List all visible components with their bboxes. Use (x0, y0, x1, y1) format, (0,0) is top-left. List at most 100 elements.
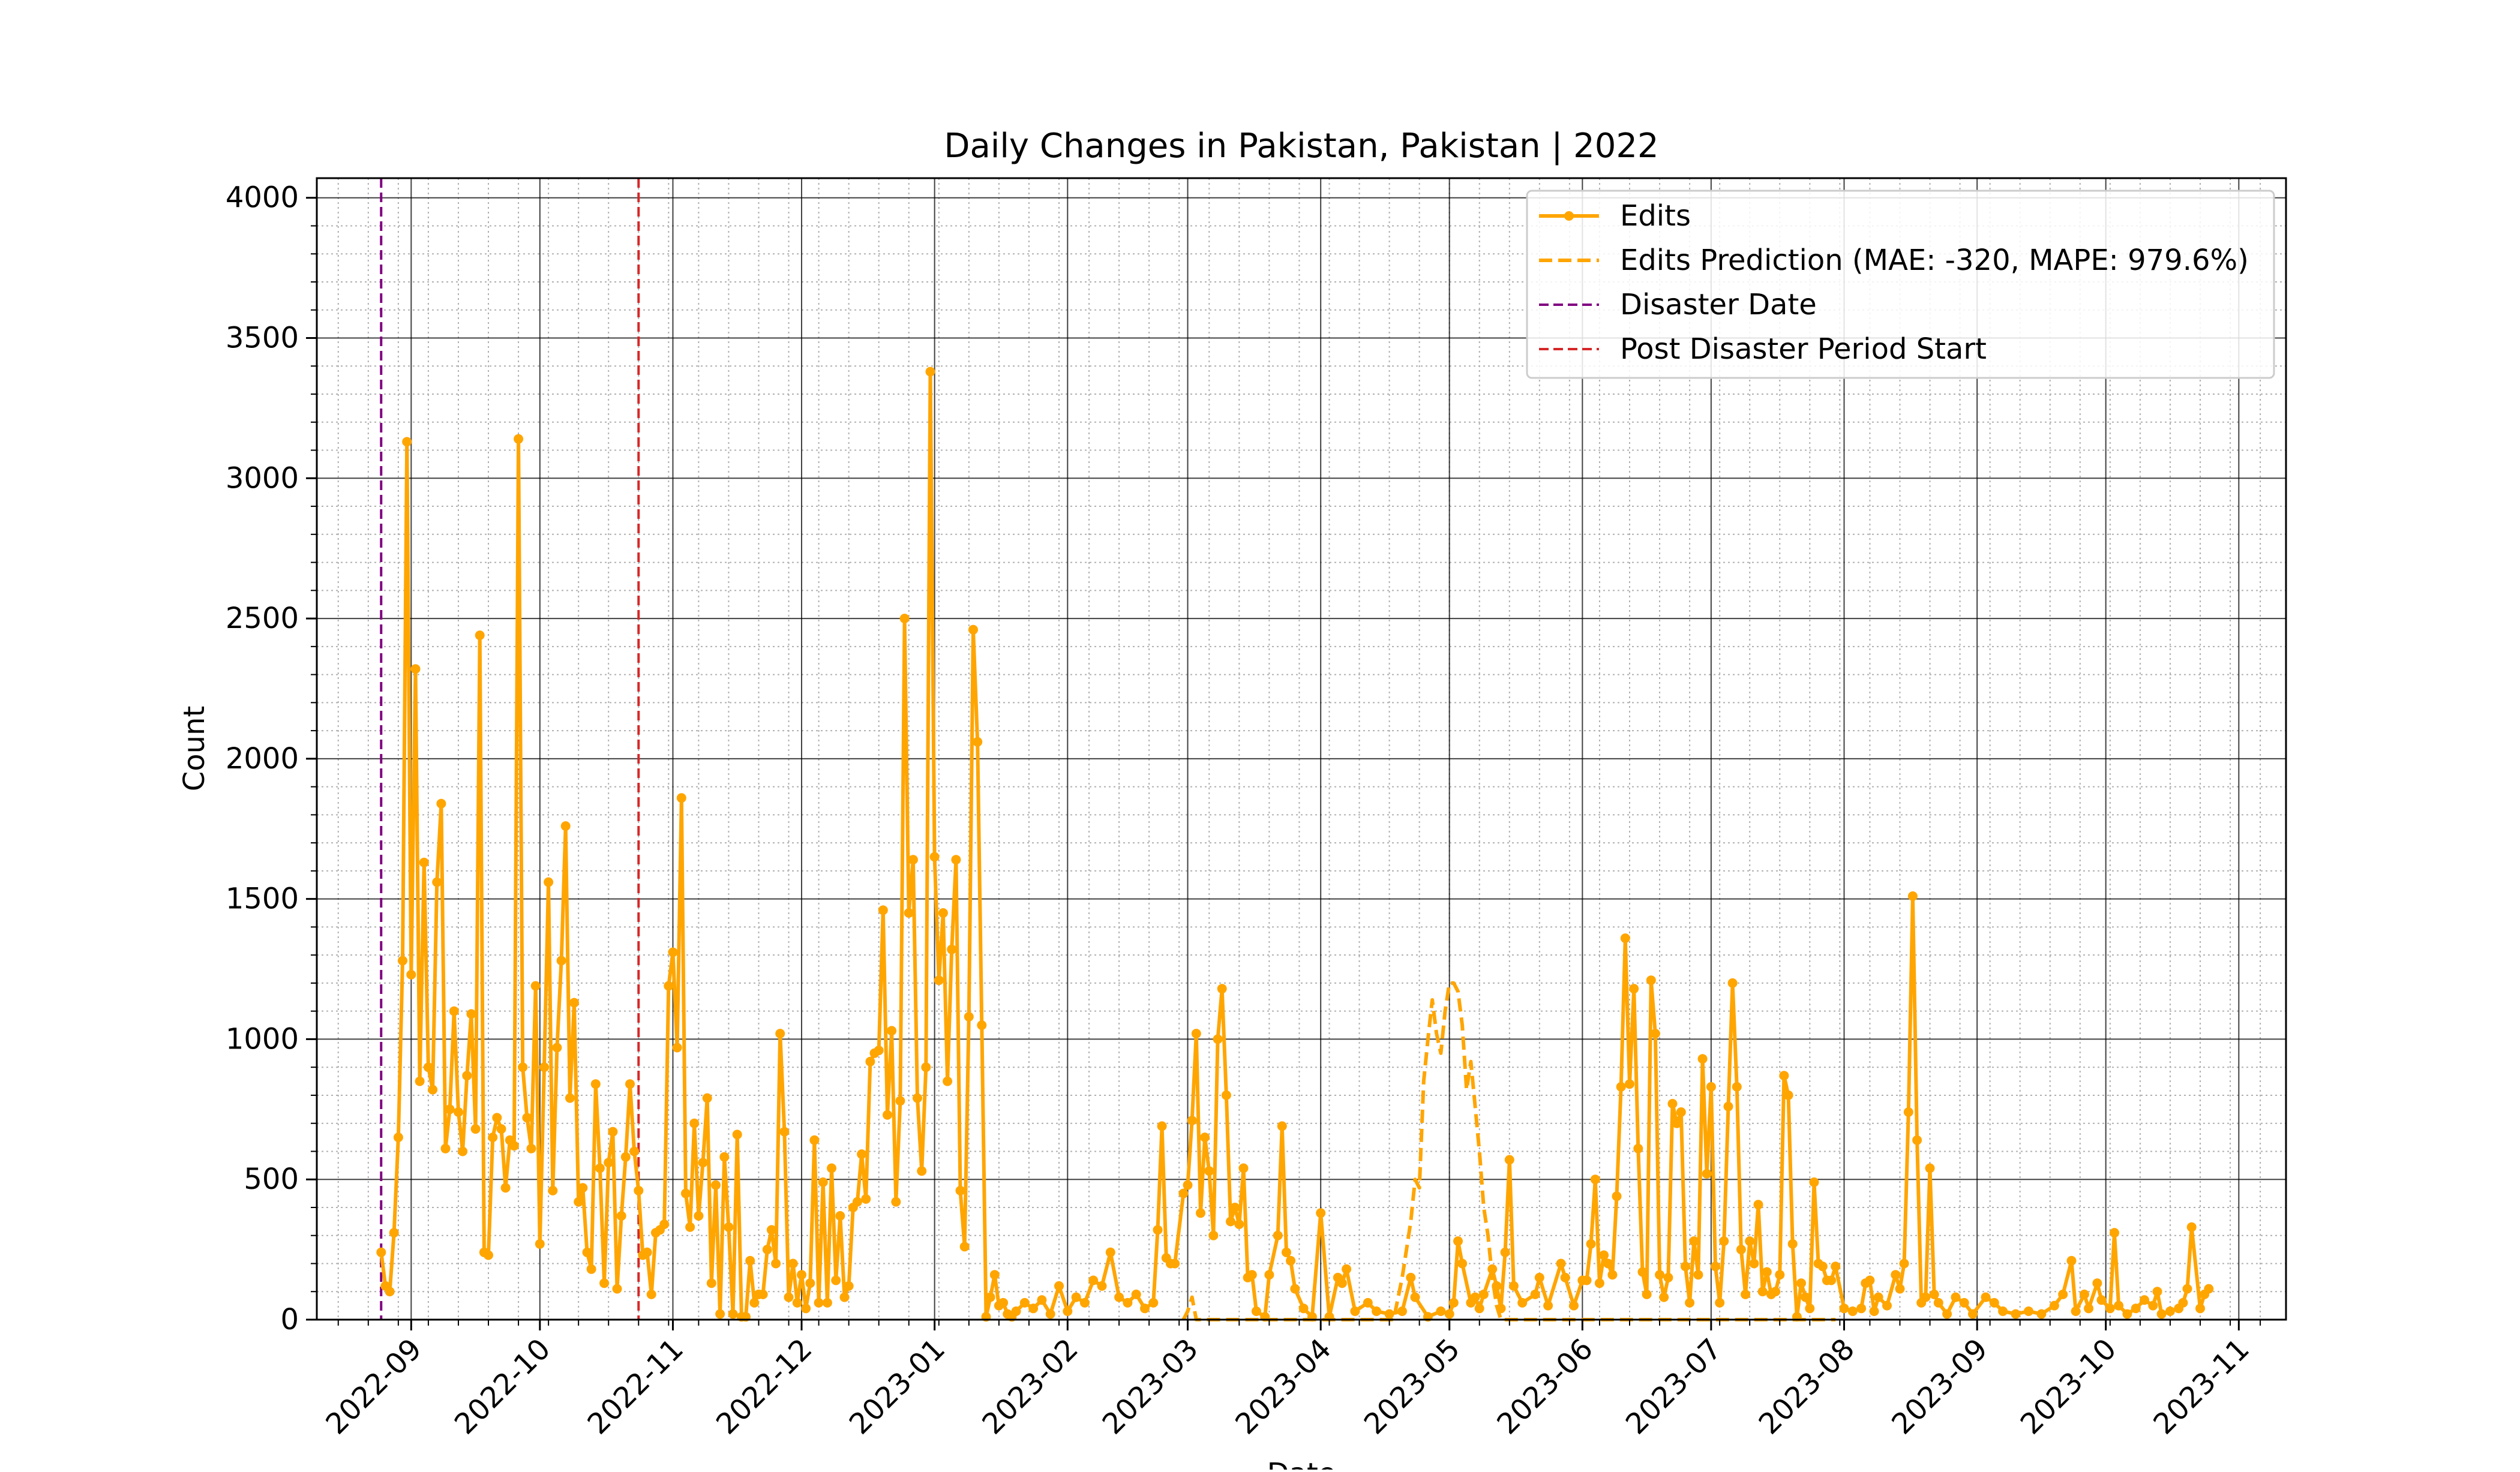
edits-point (2058, 1289, 2068, 1299)
edits-point (1534, 1272, 1544, 1282)
edits-point (1187, 1116, 1197, 1125)
edits-point (2105, 1303, 2115, 1314)
edits-point (1196, 1208, 1205, 1218)
edits-point (1873, 1292, 1883, 1302)
edits-point (2114, 1300, 2124, 1311)
edits-point (1063, 1306, 1073, 1316)
edits-point (724, 1222, 734, 1232)
edits-point (680, 1188, 691, 1198)
edits-point (1028, 1303, 1039, 1314)
edits-point (908, 855, 918, 865)
legend-edits-label: Edits (1620, 199, 1691, 233)
edits-point (1286, 1255, 1296, 1266)
edits-point (874, 1046, 884, 1056)
edits-point (1079, 1297, 1090, 1308)
edits-point (964, 1012, 974, 1022)
edits-point (530, 981, 541, 991)
edits-point (1929, 1289, 1939, 1299)
edits-point (835, 1211, 845, 1221)
edits-point (2071, 1306, 2081, 1316)
edits-point (676, 793, 686, 803)
edits-point (1642, 1289, 1652, 1299)
edits-point (1933, 1297, 1943, 1308)
edits-point (801, 1303, 811, 1314)
y-tick-label: 3500 (226, 322, 299, 355)
edits-point (857, 1149, 867, 1159)
edits-point (1723, 1101, 1733, 1111)
edits-point (1157, 1121, 1167, 1131)
edits-point (998, 1297, 1009, 1308)
edits-point (822, 1297, 832, 1308)
edits-point (1796, 1278, 1806, 1288)
edits-point (728, 1309, 738, 1319)
edits-point (1749, 1258, 1759, 1269)
edits-point (646, 1289, 656, 1299)
edits-point (2182, 1284, 2192, 1294)
edits-point (406, 969, 416, 980)
plot-frame (316, 177, 2287, 1321)
edits-point (2165, 1306, 2175, 1316)
edits-point (599, 1278, 610, 1288)
edits-point (616, 1211, 626, 1221)
edits-point (951, 855, 961, 865)
edits-point (496, 1124, 506, 1134)
edits-point (1560, 1272, 1570, 1282)
edits-point (1847, 1306, 1858, 1316)
edits-point (1298, 1303, 1309, 1314)
edits-point (1011, 1306, 1021, 1316)
edits-point (1350, 1306, 1360, 1316)
edits-point (484, 1250, 493, 1260)
edits-point (1620, 933, 1630, 944)
edits-point (1676, 1107, 1686, 1117)
edits-point (625, 1079, 635, 1089)
edits-point (1899, 1258, 1909, 1269)
edits-point (1448, 1297, 1459, 1308)
edits-point (1582, 1275, 1592, 1285)
edits-point (891, 1197, 901, 1207)
edits-point (784, 1292, 794, 1302)
edits-point (432, 877, 442, 887)
edits-point (745, 1255, 755, 1266)
edits-point (2036, 1309, 2047, 1319)
edits-point (1989, 1297, 1999, 1308)
edits-point (895, 1096, 905, 1106)
edits-point (1316, 1208, 1326, 1218)
edits-point (2011, 1309, 2021, 1319)
edits-point (582, 1247, 592, 1257)
edits-point (544, 877, 554, 887)
edits-point (1659, 1292, 1669, 1302)
edits-point (977, 1020, 987, 1031)
edits-point (2140, 1295, 2149, 1305)
edits-point (1208, 1230, 1219, 1240)
edits-point (771, 1258, 781, 1269)
edits-point (1097, 1281, 1107, 1291)
edits-point (514, 434, 524, 444)
edits-point (1543, 1300, 1553, 1311)
edits-point (968, 624, 978, 635)
edits-point (1114, 1292, 1124, 1302)
edits-point (2066, 1255, 2077, 1266)
edits-point (1655, 1270, 1665, 1280)
edits-point (393, 1132, 403, 1143)
edits-point (526, 1143, 536, 1153)
edits-point (1599, 1250, 1609, 1260)
edits-point (1410, 1292, 1420, 1302)
edits-point (458, 1146, 468, 1156)
legend-box (1526, 190, 2275, 379)
edits-point (711, 1180, 721, 1190)
edits-point (904, 908, 914, 918)
edits-point (1616, 1082, 1626, 1092)
edits-point (428, 1085, 438, 1095)
edits-point (1586, 1239, 1596, 1249)
edits-point (1869, 1306, 1879, 1316)
y-tick-label: 2500 (226, 602, 299, 635)
edits-point (938, 908, 948, 918)
edits-point (1663, 1272, 1673, 1282)
edits-point (797, 1270, 806, 1280)
edits-point (1444, 1309, 1454, 1319)
edits-point (1817, 1261, 1828, 1272)
edits-point (1603, 1258, 1613, 1269)
edits-point (1741, 1289, 1751, 1299)
edits-point (1530, 1289, 1540, 1299)
